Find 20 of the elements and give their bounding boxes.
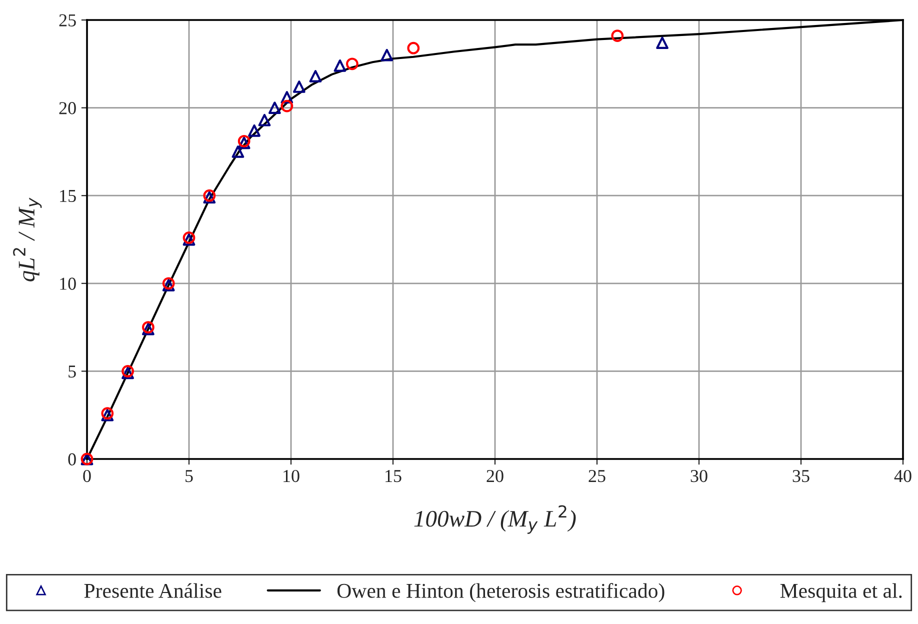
x-tick-label: 0 <box>83 470 91 482</box>
y-tick-label: 5 <box>68 366 76 378</box>
y-tick-label: 25 <box>59 14 76 26</box>
legend-label: Owen e Hinton (heterosis estratificado) <box>337 583 664 602</box>
x-tick-label: 20 <box>486 470 504 482</box>
y-axis-title: qL$^{2}$ / M$_{y}$ <box>13 198 42 282</box>
x-tick-label: 25 <box>588 470 606 482</box>
legend-label: Presente Análise <box>84 583 222 598</box>
legend-label: Mesquita et al. <box>780 583 902 602</box>
x-tick-label: 35 <box>792 470 810 482</box>
y-tick-label: 0 <box>68 453 76 466</box>
x-tick-label: 15 <box>386 470 402 482</box>
y-tick-label: 15 <box>60 190 76 202</box>
y-tick-label: 10 <box>60 278 76 290</box>
x-tick-label: 10 <box>284 470 300 482</box>
x-axis-title: 100wD / (M$_{y}$ L$^{2}$) <box>414 505 576 534</box>
x-tick-label: 30 <box>690 470 708 482</box>
x-tick-label: 5 <box>186 470 193 482</box>
x-tick-label: 40 <box>894 470 912 482</box>
y-tick-label: 20 <box>59 102 76 114</box>
